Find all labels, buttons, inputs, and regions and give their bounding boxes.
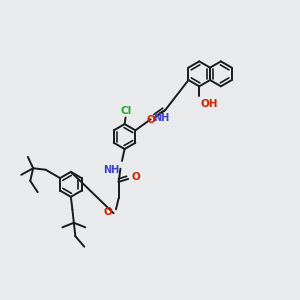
- Text: Cl: Cl: [121, 106, 132, 116]
- Text: O: O: [147, 115, 156, 125]
- Text: O: O: [131, 172, 140, 182]
- Text: O: O: [104, 207, 113, 217]
- Text: OH: OH: [201, 100, 218, 110]
- Text: NH: NH: [103, 165, 120, 175]
- Text: NH: NH: [153, 113, 169, 123]
